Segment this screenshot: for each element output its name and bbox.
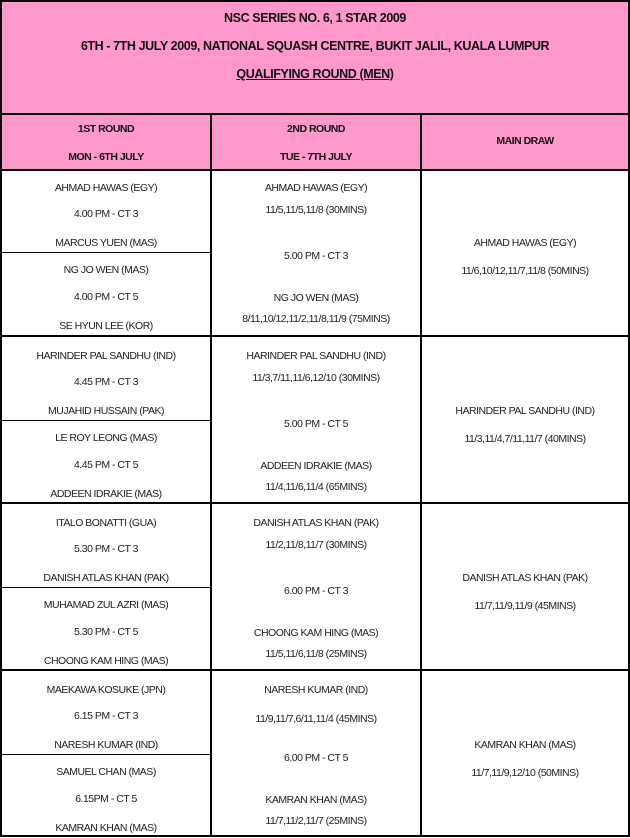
column-day: MON - 6TH JULY — [68, 151, 144, 163]
title-header: NSC SERIES NO. 6, 1 STAR 2009 6TH - 7TH … — [2, 2, 628, 115]
r2-score: 11/3,11/4,7/11,11/7 (40MINS) — [464, 433, 586, 445]
r2-player-2: NG JO WEN (MAS) — [273, 292, 359, 304]
draw-block: MAEKAWA KOSUKE (JPN) 6.15 PM - CT 3 NARESH… — [2, 669, 628, 838]
draw-block: ITALO BONATTI (GUA) 5.30 PM - CT 3 DANISH … — [2, 502, 628, 671]
r2-player-2: ADDEEN IDRAKIE (MAS) — [260, 460, 372, 472]
r1-player-1: MAEKAWA KOSUKE (JPN) — [46, 684, 166, 696]
main-draw-qualifier: DANISH ATLAS KHAN (PAK) — [462, 572, 588, 584]
r1-player-1: NG JO WEN (MAS) — [63, 264, 149, 276]
r2-score: 11/7,11/9,11/9 (45MINS) — [474, 600, 576, 612]
r1-player-2: SE HYUN LEE (KOR) — [59, 320, 153, 332]
section-title-text: QUALIFYING ROUND (MEN) — [236, 67, 394, 81]
r2-player-2: CHOONG KAM HING (MAS) — [253, 627, 379, 639]
r1-match-time: 4.45 PM - CT 3 — [74, 376, 139, 388]
r2-match-time: 5.00 PM - CT 5 — [284, 418, 349, 430]
r1-player-2: CHOONG KAM HING (MAS) — [43, 655, 169, 667]
r1-score-2: 11/5,11/6,11/8 (25MINS) — [265, 648, 367, 660]
section-title: QUALIFYING ROUND (MEN) — [2, 67, 628, 81]
column-round: 1ST ROUND — [77, 123, 135, 135]
r2-player-1: DANISH ATLAS KHAN (PAK) — [253, 517, 379, 529]
main-draw-qualifier: HARINDER PAL SANDHU (IND) — [455, 405, 595, 417]
r1-match-time: 5.30 PM - CT 3 — [74, 543, 139, 555]
r1-score-1: 11/3,7/11,11/6,12/10 (30MINS) — [252, 372, 380, 384]
match-divider — [2, 252, 210, 253]
r1-match-time: 4.00 PM - CT 5 — [74, 291, 139, 303]
r2-player-1: HARINDER PAL SANDHU (IND) — [246, 350, 386, 362]
column-divider — [210, 115, 212, 835]
r1-score-1: 11/9,11/7,6/11,11/4 (45MINS) — [255, 713, 377, 725]
column-divider — [420, 115, 422, 835]
match-divider — [2, 754, 210, 755]
r2-score: 11/7,11/9,12/10 (50MINS) — [471, 767, 579, 779]
r1-player-1: LE ROY LEONG (MAS) — [55, 432, 157, 444]
r1-player-2: KAMRAN KHAN (MAS) — [55, 822, 157, 834]
r1-player-2: MUJAHID HUSSAIN (PAK) — [48, 405, 164, 417]
r1-player-1: AHMAD HAWAS (EGY) — [54, 182, 158, 194]
r2-match-time: 6.00 PM - CT 5 — [284, 752, 349, 764]
r1-match-time: 4.45 PM - CT 5 — [74, 459, 139, 471]
r1-match-time: 4.00 PM - CT 3 — [74, 208, 139, 220]
r1-match-time: 6.15PM - CT 5 — [75, 793, 137, 805]
r2-player-1: AHMAD HAWAS (EGY) — [264, 182, 368, 194]
r1-score-2: 11/7,11/2,11/7 (25MINS) — [265, 815, 367, 827]
event-subtitle: 6TH - 7TH JULY 2009, NATIONAL SQUASH CEN… — [80, 39, 550, 53]
column-header-main-draw: MAIN DRAW — [422, 115, 628, 171]
r1-match-time: 5.30 PM - CT 5 — [74, 626, 139, 638]
r1-score-1: 11/2,11/8,11/7 (30MINS) — [265, 539, 367, 551]
r1-player-1: SAMUEL CHAN (MAS) — [56, 766, 156, 778]
r1-player-1: ITALO BONATTI (GUA) — [55, 517, 157, 529]
column-header-1st-round: 1ST ROUND MON - 6TH JULY — [2, 115, 210, 171]
column-header-2nd-round: 2ND ROUND TUE - 7TH JULY — [212, 115, 420, 171]
r1-match-time: 6.15 PM - CT 3 — [74, 710, 139, 722]
main-draw-qualifier: KAMRAN KHAN (MAS) — [474, 739, 576, 751]
r1-score-2: 8/11,10/12,11/2,11/8,11/9 (75MINS) — [242, 313, 390, 325]
event-title: NSC SERIES NO. 6, 1 STAR 2009 — [224, 11, 406, 25]
r2-score: 11/6,10/12,11/7,11/8 (50MINS) — [461, 265, 589, 277]
r1-player-1: MUHAMAD ZUL AZRI (MAS) — [43, 599, 169, 611]
draw-block: HARINDER PAL SANDHU (IND) 4.45 PM - CT 3 M… — [2, 335, 628, 504]
r1-player-2: DANISH ATLAS KHAN (PAK) — [43, 572, 169, 584]
column-round: MAIN DRAW — [496, 135, 554, 147]
r1-player-2: ADDEEN IDRAKIE (MAS) — [50, 488, 162, 500]
column-round: 2ND ROUND — [287, 123, 345, 135]
r1-score-1: 11/5,11/5,11/8 (30MINS) — [265, 204, 367, 216]
r2-player-1: NARESH KUMAR (IND) — [264, 684, 368, 696]
draw-block: AHMAD HAWAS (EGY) 4.00 PM - CT 3 MARCUS YU… — [2, 169, 628, 336]
r2-match-time: 5.00 PM - CT 3 — [284, 250, 349, 262]
r1-player-2: NARESH KUMAR (IND) — [54, 739, 158, 751]
r1-player-2: MARCUS YUEN (MAS) — [55, 237, 157, 249]
r2-player-2: KAMRAN KHAN (MAS) — [265, 794, 367, 806]
main-draw-qualifier: AHMAD HAWAS (EGY) — [473, 237, 577, 249]
r1-score-2: 11/4,11/6,11/4 (65MINS) — [265, 481, 367, 493]
match-divider — [2, 420, 210, 421]
match-divider — [2, 587, 210, 588]
column-day: TUE - 7TH JULY — [280, 151, 352, 163]
r2-match-time: 6.00 PM - CT 3 — [284, 585, 349, 597]
r1-player-1: HARINDER PAL SANDHU (IND) — [36, 350, 176, 362]
